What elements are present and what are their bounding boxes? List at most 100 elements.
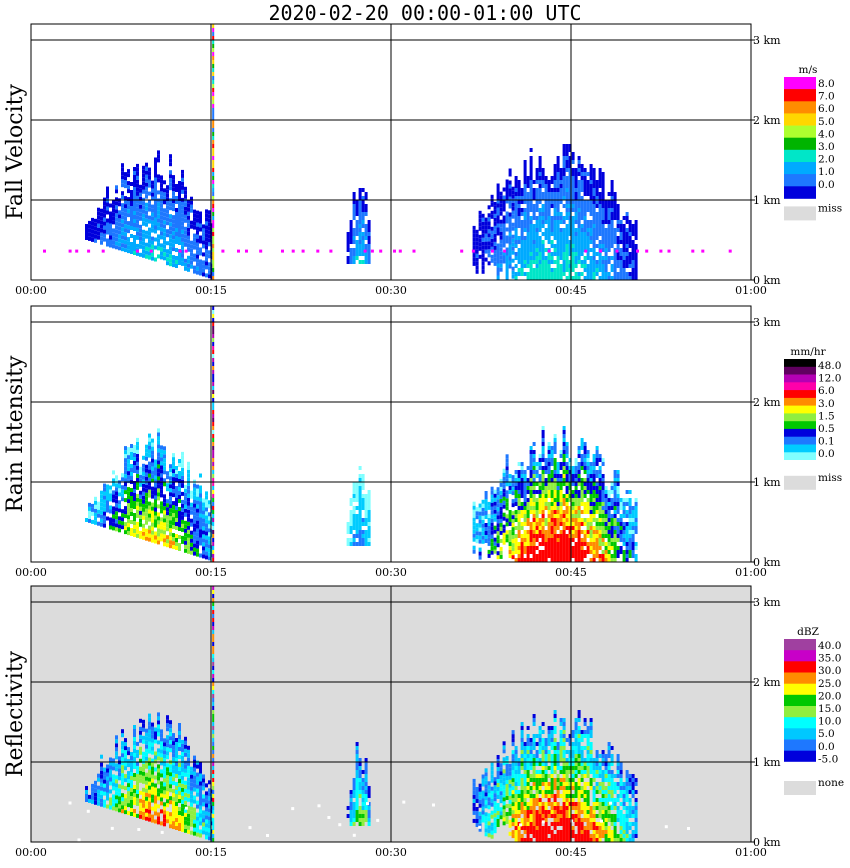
echo-cell: [202, 810, 205, 815]
echo-cell: [103, 799, 106, 804]
echo-cell: [190, 534, 193, 539]
echo-cell: [484, 539, 488, 543]
echo-cell: [532, 248, 536, 252]
echo-cell: [163, 252, 166, 257]
echo-cell: [148, 437, 151, 442]
echo-cell: [535, 506, 539, 510]
legend-swatch: [784, 421, 816, 430]
streak-cell: [212, 76, 215, 80]
echo-cell: [205, 217, 208, 222]
echo-cell: [181, 507, 184, 512]
echo-cell: [139, 188, 142, 193]
echo-cell: [175, 510, 178, 514]
echo-cell: [577, 478, 581, 482]
echo-cell: [592, 554, 596, 558]
echo-cell: [604, 268, 608, 272]
echo-cell: [352, 208, 356, 212]
echo-cell: [142, 491, 145, 496]
echo-cell: [193, 523, 196, 528]
echo-cell: [499, 191, 503, 196]
echo-cell: [151, 518, 154, 523]
echo-cell: [199, 251, 202, 256]
echo-cell: [601, 172, 605, 176]
echo-cell: [160, 525, 163, 530]
echo-cell: [124, 212, 127, 217]
echo-cell: [124, 486, 127, 491]
echo-cell: [556, 550, 560, 554]
echo-cell: [634, 506, 638, 510]
echo-cell: [115, 515, 118, 520]
echo-cell: [592, 180, 596, 184]
echo-cell: [622, 530, 626, 534]
echo-cell: [565, 204, 569, 208]
echo-cell: [544, 188, 548, 192]
echo-cell: [580, 260, 584, 264]
echo-cell: [628, 276, 632, 280]
echo-cell: [361, 818, 365, 822]
echo-cell: [160, 219, 163, 224]
echo-cell: [499, 267, 503, 272]
echo-cell: [592, 550, 596, 554]
echo-cell: [601, 526, 605, 530]
echo-cell: [157, 214, 160, 219]
echo-cell: [550, 276, 554, 280]
echo-cell: [172, 821, 175, 826]
echo-cell: [142, 217, 145, 222]
echo-cell: [166, 535, 169, 540]
echo-cell: [625, 510, 629, 514]
echo-cell: [532, 276, 536, 280]
echo-cell: [166, 775, 169, 780]
echo-cell: [529, 244, 533, 248]
echo-cell: [535, 538, 539, 542]
echo-cell: [181, 807, 184, 812]
clutter-cell: [584, 249, 588, 253]
echo-cell: [202, 510, 205, 515]
echo-cell: [193, 819, 196, 824]
echo-cell: [568, 204, 572, 208]
echo-cell: [184, 186, 187, 191]
echo-cell: [577, 160, 581, 164]
echo-cell: [355, 224, 359, 228]
echo-cell: [175, 498, 178, 502]
echo-cell: [208, 528, 211, 533]
echo-cell: [526, 558, 530, 562]
echo-cell: [517, 220, 521, 224]
echo-cell: [166, 185, 169, 190]
echo-cell: [580, 482, 584, 486]
echo-cell: [553, 212, 557, 216]
echo-cell: [574, 236, 578, 240]
echo-cell: [541, 224, 545, 228]
echo-cell: [610, 196, 614, 200]
echo-cell: [523, 470, 527, 474]
echo-cell: [481, 798, 485, 803]
echo-cell: [127, 249, 130, 254]
echo-cell: [184, 226, 187, 231]
echo-cell: [616, 228, 620, 232]
echo-cell: [583, 220, 587, 224]
echo-cell: [481, 241, 485, 246]
echo-cell: [184, 744, 187, 749]
echo-cell: [571, 200, 575, 204]
echo-cell: [199, 497, 202, 502]
echo-cell: [193, 823, 196, 828]
echo-cell: [169, 218, 172, 223]
echo-cell: [358, 522, 362, 526]
echo-cell: [577, 240, 581, 244]
echo-cell: [157, 202, 160, 207]
y-tick-label: 3 km: [753, 34, 781, 47]
echo-cell: [505, 219, 509, 224]
echo-cell: [619, 518, 623, 522]
echo-cell: [163, 228, 166, 233]
echo-cell: [493, 241, 497, 246]
echo-cell: [571, 172, 575, 176]
echo-cell: [526, 510, 530, 514]
echo-cell: [619, 220, 623, 224]
echo-cell: [544, 180, 548, 184]
echo-cell: [160, 505, 163, 510]
echo-cell: [139, 758, 142, 763]
echo-cell: [592, 252, 596, 256]
echo-cell: [526, 514, 530, 518]
echo-cell: [574, 486, 578, 490]
echo-cell: [607, 546, 611, 550]
echo-cell: [580, 248, 584, 252]
